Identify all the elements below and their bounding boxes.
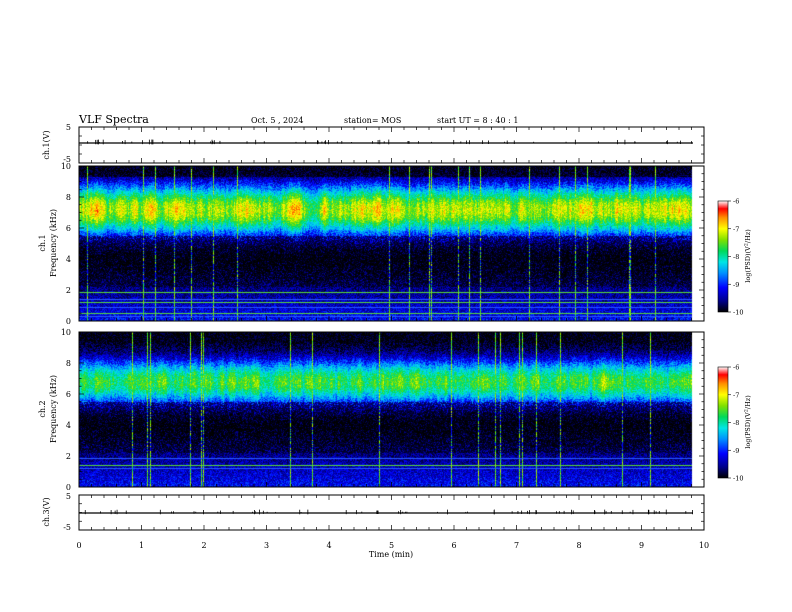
ch1-spectrogram-image <box>79 166 704 321</box>
x-tick-label: 3 <box>264 541 269 550</box>
x-tick-label: 7 <box>514 541 519 550</box>
colorbar-tick-label: -9 <box>733 281 739 289</box>
colorbar-tick-label: -6 <box>733 364 739 372</box>
colorbar-tick-label: -8 <box>733 419 739 427</box>
ch3-voltage-ylabel: ch.3(V) <box>42 497 51 526</box>
x-tick-label: 9 <box>639 541 644 550</box>
ch3-ytick-5: 5 <box>66 492 71 501</box>
ch2-spectrogram-panel: 0 2 4 6 8 10 ch.2 Frequency (kHz) -6 -7 -8 -9 -10… <box>38 328 752 492</box>
ch1-colorbar-label: log(PSD)(V2/Hz) <box>744 229 753 283</box>
ch1-ytick-5: 5 <box>66 123 71 132</box>
start-ut-label: start UT = 8 : 40 : 1 <box>437 116 518 125</box>
y-tick-label: 10 <box>61 162 71 171</box>
colorbar-tick-label: -7 <box>733 391 739 399</box>
ch2-colorbar-label: log(PSD)(V2/Hz) <box>744 395 753 449</box>
ch3-voltage-spikes <box>84 509 693 515</box>
ch2-spectrogram-image <box>79 332 704 487</box>
x-tick-label: 5 <box>389 541 394 550</box>
time-axis-ticks <box>78 126 705 531</box>
colorbar-tick-label: -7 <box>733 225 739 233</box>
ch2-colorbar <box>717 366 729 479</box>
y-tick-label: 0 <box>66 317 71 326</box>
ch1-spectrogram-ylabel-1: ch.1 <box>38 234 47 251</box>
ch1-voltage-panel: 5 -5 ch.1(V) <box>42 123 705 164</box>
y-tick-label: 0 <box>66 483 71 492</box>
ch1-spectrogram-panel: 0 2 4 6 8 10 ch.1 Frequency (kHz) -6 -7 -8 -9 -10… <box>38 162 752 326</box>
colorbar-tick-label: -6 <box>733 198 739 206</box>
y-tick-label: 10 <box>61 328 71 337</box>
ch1-voltage-spikes <box>87 139 692 145</box>
ch3-voltage-panel: 5 -5 ch.3(V) <box>42 492 705 532</box>
ch2-colorbar-ticks: -6 -7 -8 -9 -10 <box>728 364 743 483</box>
time-axis-label: Time (min) <box>369 550 413 559</box>
y-tick-label: 8 <box>66 359 71 368</box>
ch1-spectrogram-yticks: 0 2 4 6 8 10 <box>61 162 704 326</box>
ch1-colorbar-ticks: -6 -7 -8 -9 -10 <box>728 198 743 317</box>
x-tick-label: 8 <box>576 541 581 550</box>
time-axis-tick-labels: 0 1 2 3 4 5 6 7 8 9 10 <box>76 541 709 550</box>
y-tick-label: 2 <box>66 452 71 461</box>
colorbar-tick-label: -10 <box>733 475 743 483</box>
y-tick-label: 2 <box>66 286 71 295</box>
x-tick-label: 6 <box>451 541 456 550</box>
ch2-spectrogram-ylabel-1: ch.2 <box>38 400 47 417</box>
ch1-voltage-frame <box>78 126 705 164</box>
y-tick-label: 8 <box>66 193 71 202</box>
ch2-spectrogram-ylabel-2: Frequency (kHz) <box>49 375 58 443</box>
x-tick-label: 4 <box>326 541 331 550</box>
ch2-spectrogram-yticks: 0 2 4 6 8 10 <box>61 328 704 492</box>
ch1-spectrogram-ylabel-2: Frequency (kHz) <box>49 209 58 277</box>
y-tick-label: 6 <box>66 390 71 399</box>
colorbar-tick-label: -8 <box>733 253 739 261</box>
colorbar-tick-label: -9 <box>733 447 739 455</box>
y-tick-label: 4 <box>66 255 71 264</box>
y-tick-label: 4 <box>66 421 71 430</box>
x-tick-label: 10 <box>699 541 709 550</box>
ch1-voltage-ylabel: ch.1(V) <box>42 130 51 159</box>
y-tick-label: 6 <box>66 224 71 233</box>
station-label: station= MOS <box>344 116 401 125</box>
x-tick-label: 1 <box>139 541 144 550</box>
ch3-ytick-neg5: -5 <box>63 523 71 532</box>
date-label: Oct. 5 , 2024 <box>251 116 303 125</box>
x-tick-label: 2 <box>201 541 206 550</box>
figure-title: VLF Spectra <box>78 113 149 126</box>
ch1-ytick-neg5: -5 <box>63 155 71 164</box>
colorbar-tick-label: -10 <box>733 309 743 317</box>
x-tick-label: 0 <box>76 541 81 550</box>
ch1-colorbar <box>717 200 729 313</box>
